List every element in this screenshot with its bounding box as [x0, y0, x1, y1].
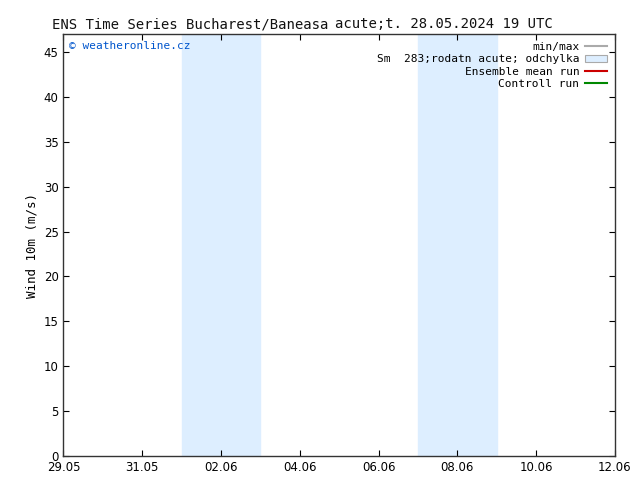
Bar — [221, 34, 261, 456]
Bar — [181, 34, 221, 456]
Text: acute;t. 28.05.2024 19 UTC: acute;t. 28.05.2024 19 UTC — [335, 17, 553, 31]
Bar — [418, 34, 457, 456]
Legend: min/max, Sm  283;rodatn acute; odchylka, Ensemble mean run, Controll run: min/max, Sm 283;rodatn acute; odchylka, … — [375, 40, 609, 91]
Y-axis label: Wind 10m (m/s): Wind 10m (m/s) — [25, 193, 38, 297]
Text: ENS Time Series Bucharest/Baneasa: ENS Time Series Bucharest/Baneasa — [52, 17, 328, 31]
Bar — [457, 34, 497, 456]
Text: © weatheronline.cz: © weatheronline.cz — [69, 41, 190, 50]
